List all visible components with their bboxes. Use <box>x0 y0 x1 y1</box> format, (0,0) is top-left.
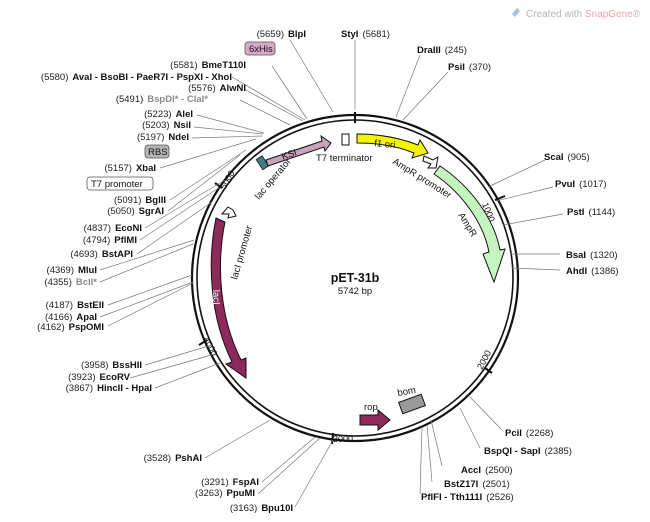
ampr-arrow <box>433 165 506 284</box>
site-label-styi: StyI (5681) <box>341 29 390 40</box>
site-label-ndei: (5197) NdeI <box>137 132 189 143</box>
site-label-bglii: (5091) BglII <box>114 195 166 206</box>
site-label-alwni: (5576) AlwNI <box>188 83 246 94</box>
tick-label-3000: 3000 <box>333 434 353 444</box>
site-label-bsteii: (4187) BstEII <box>46 300 104 311</box>
site-label-pshai: (3528) PshAI <box>144 453 202 464</box>
site-label-sgrai: (5050) SgrAI <box>107 206 164 217</box>
site-label-avai-group: (5580) AvaI - BsoBI - PaeR7I - PspXI - Xh… <box>41 72 232 83</box>
site-label-bsshii: (3958) BssHII <box>81 360 142 371</box>
lac-operator-mark <box>255 155 270 171</box>
watermark: Created with SnapGene® <box>512 8 641 20</box>
site-label-pflmi: (4794) PflMI <box>83 235 137 246</box>
site-label-mlui: (4369) MluI <box>47 265 97 276</box>
laci-arrow <box>210 217 247 379</box>
site-label-bspqi-sapi: BspQI - SapI (2385) <box>484 446 572 457</box>
bom-box <box>398 393 426 415</box>
t7-promoter-box <box>86 176 154 191</box>
rop-label: rop <box>364 402 378 413</box>
site-label-blpi: (5659) BlpI <box>257 29 306 40</box>
laci-promoter-arrow <box>220 206 237 219</box>
site-label-hincii-hpai: (3867) HincII - HpaI <box>66 383 152 394</box>
site-label-psii: PsiI (370) <box>448 62 491 73</box>
plasmid-name: pET-31b <box>331 271 380 285</box>
plasmid-length: 5742 bp <box>338 286 372 297</box>
f1-ori-arrow <box>356 133 429 159</box>
leader-lines-right <box>354 40 564 495</box>
site-label-ppumi: (3263) PpuMI <box>195 488 255 499</box>
site-label-scai: ScaI (905) <box>544 152 590 163</box>
snapgene-logo-icon <box>512 8 520 17</box>
site-label-ecorv: (3923) EcoRV <box>68 372 131 383</box>
t7-promoter-label: T7 promoter <box>91 179 143 190</box>
site-label-apai: (4166) ApaI <box>45 312 97 323</box>
t7-terminator-label: T7 terminator <box>316 153 373 164</box>
site-label-bstapi: (4693) BstAPI <box>70 249 133 260</box>
sixhis-label: 6xHis <box>249 44 273 55</box>
site-label-nsii: (5203) NsiI <box>142 120 191 131</box>
site-label-pflfi-tth111i: PflFI - Tth111I (2526) <box>421 492 514 503</box>
rbs-label: RBS <box>148 147 168 158</box>
site-label-xbai: (5157) XbaI <box>104 163 156 174</box>
ampr-promoter-arrow <box>422 155 439 169</box>
tick-mark-2000 <box>484 367 493 374</box>
f1-ori-label: f1 ori <box>374 138 396 151</box>
site-label-bstz17i: BstZ17I (2501) <box>444 479 510 490</box>
site-label-fspai: (3291) FspAI <box>201 477 259 488</box>
ksi-arrow <box>265 134 332 167</box>
laci-promoter-label: lacI promoter <box>229 225 255 281</box>
ksi-label: KSI <box>280 147 298 163</box>
sixhis-box <box>244 41 276 56</box>
site-label-draiii: DraIII (245) <box>417 45 467 56</box>
site-label-bcli: (4355) BclI* <box>44 277 97 288</box>
site-label-pspomi: (4162) PspOMI <box>37 322 104 333</box>
site-label-pvui: PvuI (1017) <box>555 179 607 190</box>
tick-label-5000: 5000 <box>218 169 237 191</box>
site-label-alei: (5223) AleI <box>144 109 193 120</box>
laci-label: lacI <box>210 290 222 305</box>
site-label-bpu10i: (3163) Bpu10I <box>230 503 293 514</box>
tick-mark-4000 <box>198 339 208 346</box>
site-label-bmet110i: (5581) BmeT110I <box>170 60 246 71</box>
leader-lines-left <box>99 39 334 508</box>
rop-arrow <box>359 408 391 432</box>
site-label-econi: (4837) EcoNI <box>84 223 142 234</box>
site-label-acci: AccI (2500) <box>461 465 513 476</box>
site-label-pcii: PciI (2268) <box>505 428 553 439</box>
site-label-psti: PstI (1144) <box>567 207 615 218</box>
tick-mark-1000 <box>494 195 506 201</box>
bom-label: bom <box>397 385 417 399</box>
site-label-bspdi-clai: (5491) BspDI* - ClaI* <box>116 94 208 105</box>
rbs-box <box>144 144 170 159</box>
snapgene-brand: SnapGene <box>585 9 633 20</box>
tick-label-4000: 4000 <box>201 335 219 357</box>
site-label-ahdi: AhdI (1386) <box>566 266 619 277</box>
site-label-bsai: BsaI (1320) <box>566 250 618 261</box>
t7-terminator-mark <box>341 133 350 146</box>
watermark-text: Created with SnapGene® <box>526 9 641 20</box>
tick-mark-5000 <box>214 182 223 189</box>
